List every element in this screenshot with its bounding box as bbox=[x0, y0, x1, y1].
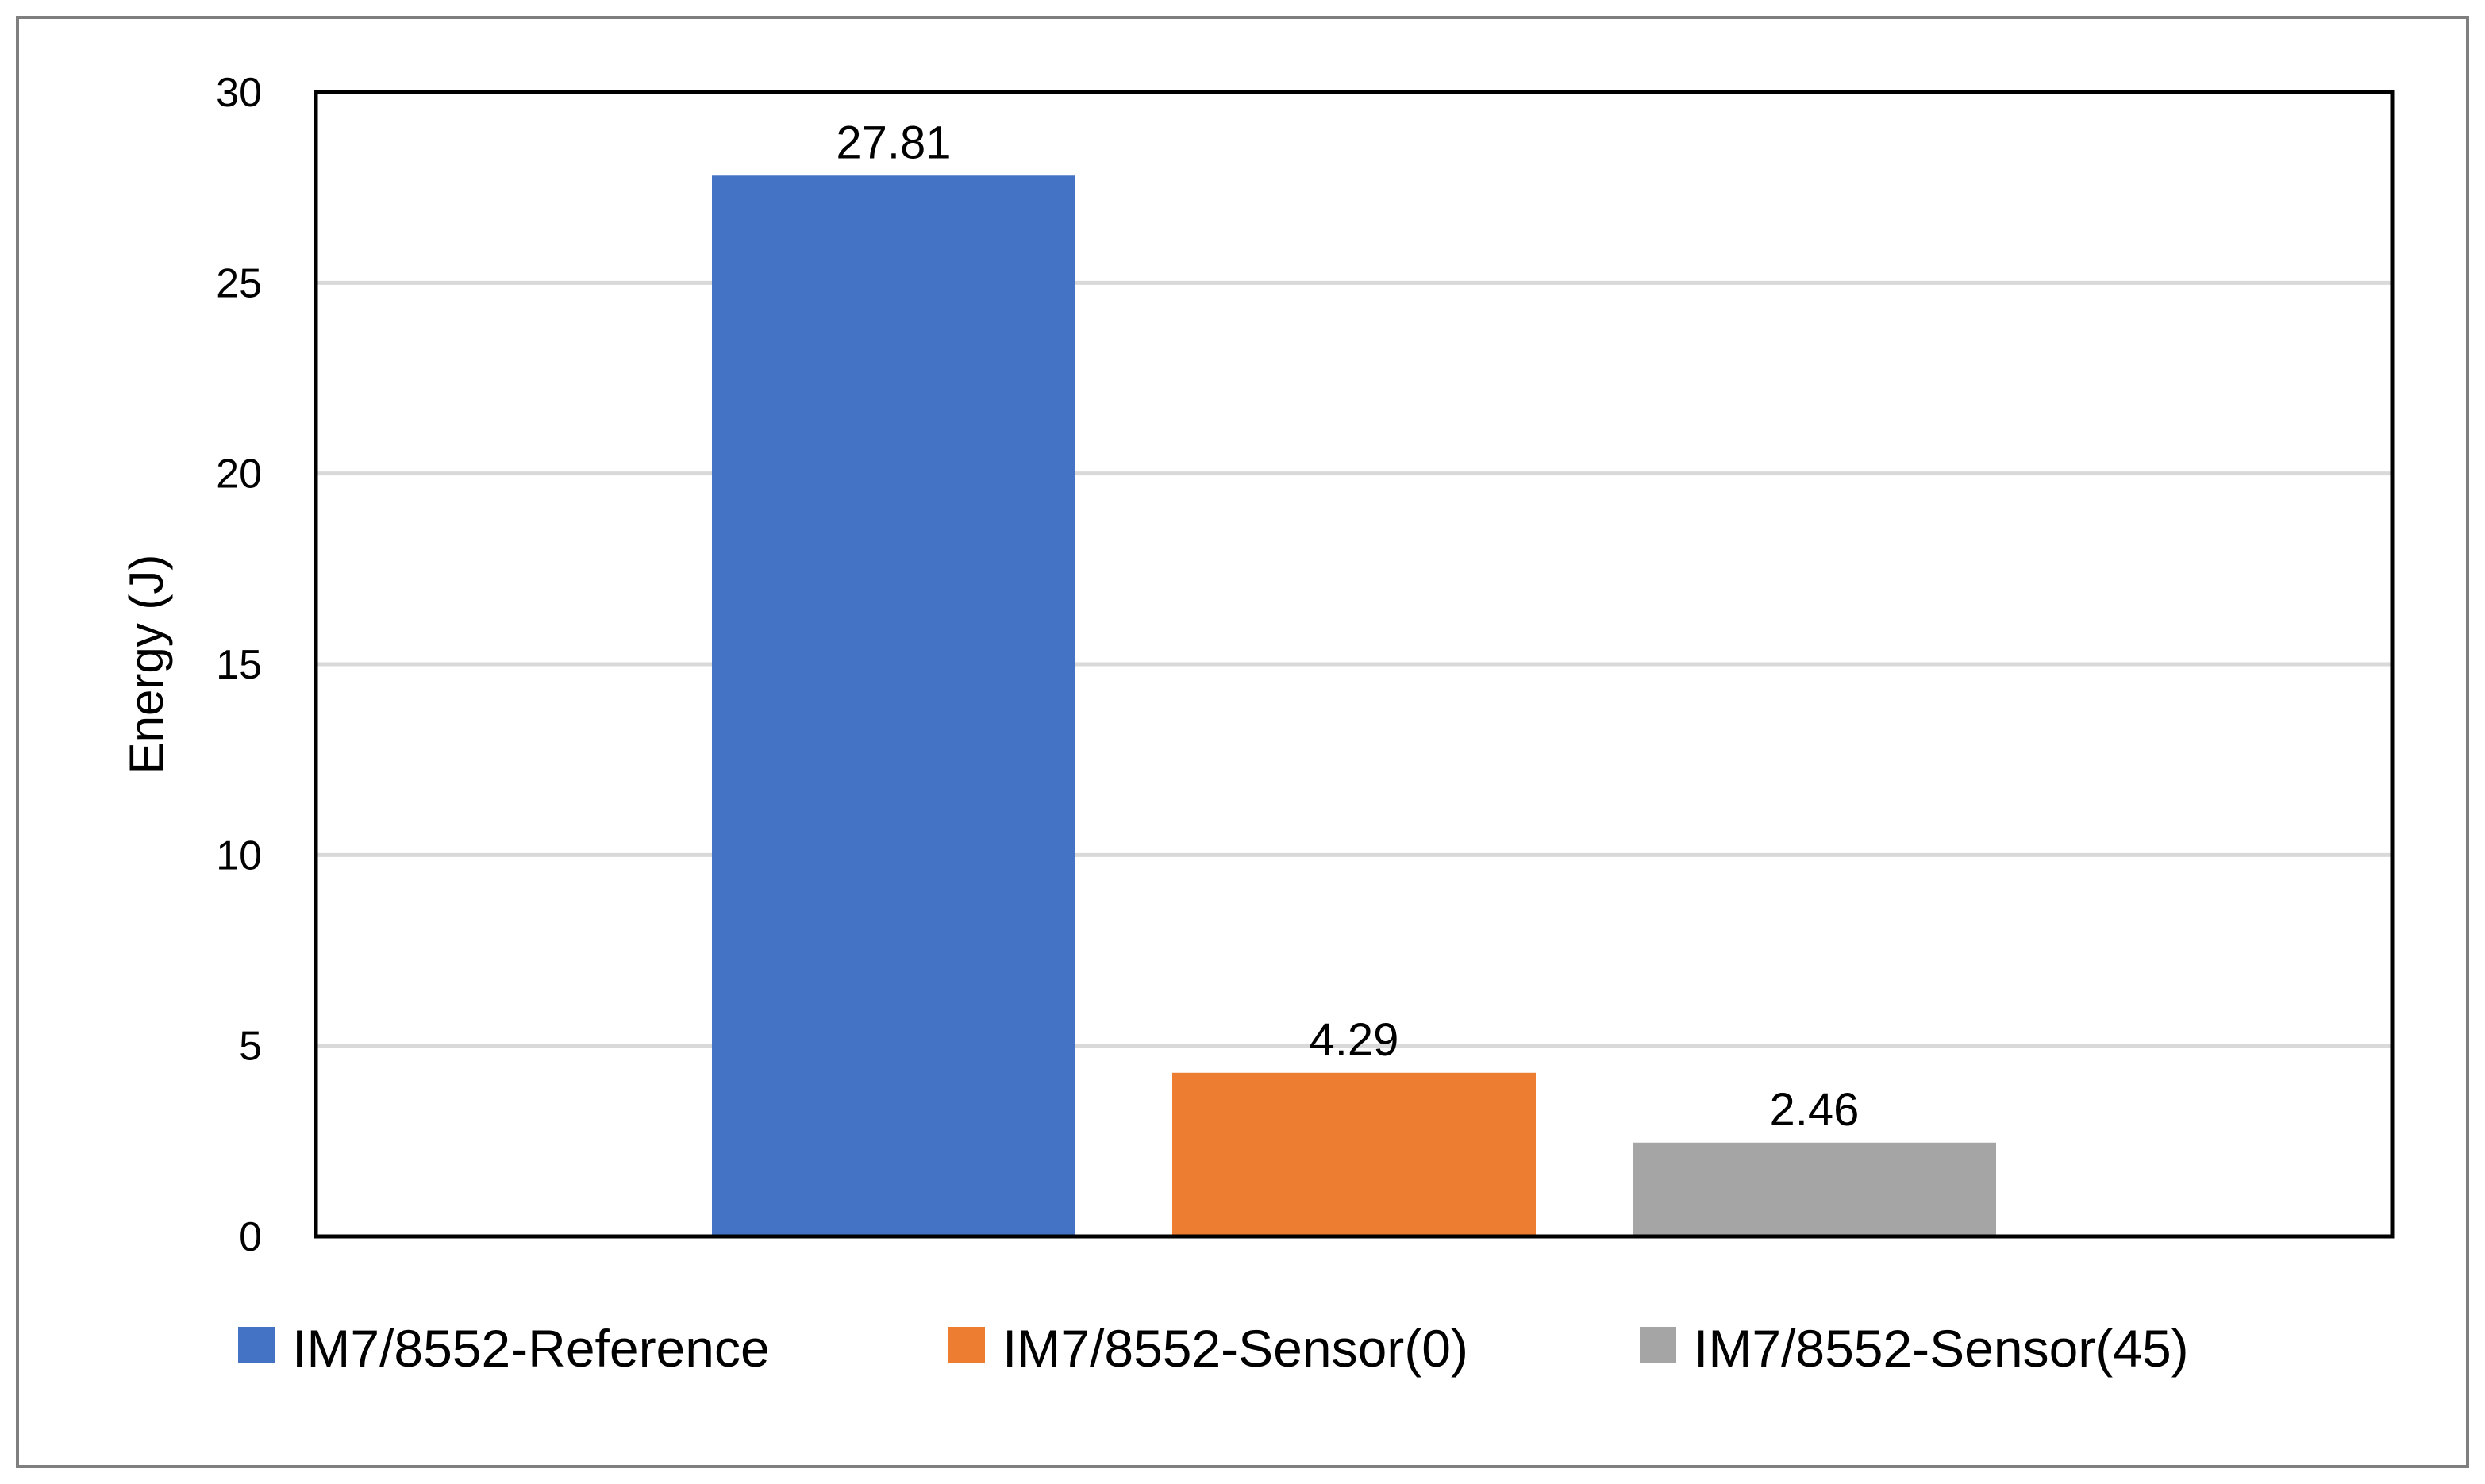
data-label: 4.29 bbox=[1310, 1014, 1399, 1066]
data-label: 2.46 bbox=[1770, 1084, 1860, 1136]
y-tick-label: 10 bbox=[216, 832, 262, 878]
bar bbox=[712, 175, 1075, 1237]
legend-swatch bbox=[238, 1327, 275, 1363]
plot-area-border bbox=[314, 90, 2395, 1239]
legend: IM7/8552-Reference IM7/8552-Sensor(0) IM7/… bbox=[238, 1319, 2189, 1378]
y-tick-label: 20 bbox=[216, 452, 262, 498]
data-labels: 27.81 4.29 2.46 bbox=[836, 117, 1859, 1135]
bars bbox=[712, 175, 1996, 1237]
data-label: 27.81 bbox=[836, 117, 951, 168]
bar bbox=[1633, 1142, 1996, 1236]
y-axis-title: Energy (J) bbox=[120, 555, 173, 775]
y-tick-label: 5 bbox=[239, 1024, 262, 1070]
gridlines bbox=[316, 280, 2392, 1048]
y-tick-label: 15 bbox=[216, 642, 262, 688]
y-axis-ticks: 0 5 10 15 20 25 30 bbox=[216, 70, 262, 1260]
legend-swatch bbox=[1640, 1327, 1676, 1363]
bar bbox=[1172, 1072, 1536, 1236]
legend-label: IM7/8552-Reference bbox=[292, 1319, 770, 1378]
y-tick-label: 25 bbox=[216, 260, 262, 306]
y-tick-label: 30 bbox=[216, 70, 262, 116]
legend-label: IM7/8552-Sensor(45) bbox=[1694, 1319, 2189, 1378]
chart-outer-frame bbox=[16, 16, 2469, 1468]
legend-label: IM7/8552-Sensor(0) bbox=[1002, 1319, 1468, 1378]
legend-swatch bbox=[948, 1327, 985, 1363]
y-tick-label: 0 bbox=[239, 1214, 262, 1260]
